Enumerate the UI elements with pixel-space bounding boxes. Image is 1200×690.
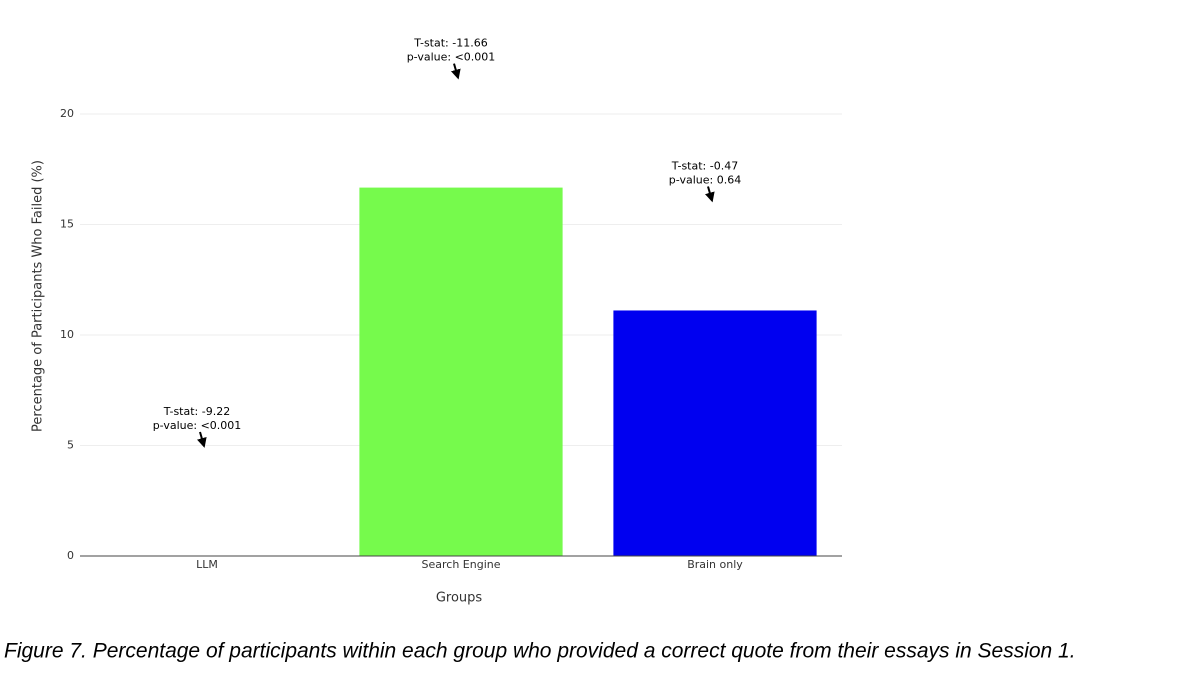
caption: Figure 7. Percentage of participants wit…	[4, 640, 1076, 663]
y-tick-label: 20	[60, 107, 74, 120]
annotation: T-stat: -11.66	[413, 37, 487, 50]
annotation: T-stat: -0.47	[671, 159, 738, 172]
annotation: p-value: 0.64	[669, 173, 741, 186]
bar	[613, 310, 817, 556]
annotation: p-value: <0.001	[407, 51, 496, 64]
y-tick-label: 10	[60, 328, 74, 341]
bar	[359, 187, 563, 556]
x-axis-title: Groups	[436, 591, 483, 606]
annotation: T-stat: -9.22	[163, 405, 230, 418]
annotation: p-value: <0.001	[153, 419, 242, 432]
x-tick-label: Brain only	[687, 558, 743, 571]
y-tick-label: 15	[60, 218, 74, 231]
annotation-arrow	[704, 186, 715, 203]
x-tick-label: LLM	[196, 558, 218, 571]
annotation-arrow	[450, 63, 461, 80]
annotation-arrow	[196, 431, 207, 448]
y-tick-label: 0	[67, 549, 74, 562]
y-axis-title: Percentage of Participants Who Failed (%…	[31, 160, 46, 432]
x-tick-label: Search Engine	[422, 558, 501, 571]
y-tick-label: 5	[67, 439, 74, 452]
